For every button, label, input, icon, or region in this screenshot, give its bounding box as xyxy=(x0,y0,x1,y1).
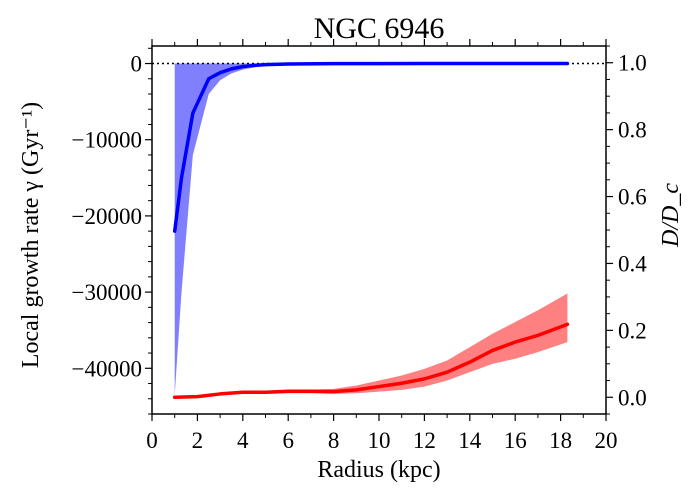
y-left-tick-label: 0 xyxy=(131,52,143,77)
y-right-tick-label: 1.0 xyxy=(618,51,647,76)
x-tick-label: 14 xyxy=(458,428,482,453)
y-right-tick-label: 0.6 xyxy=(618,185,647,210)
x-tick-label: 16 xyxy=(504,428,527,453)
x-tick-label: 0 xyxy=(146,428,158,453)
y-left-tick-label: −30000 xyxy=(72,280,142,305)
plot-frame xyxy=(151,45,607,415)
y-right-tick-label: 0.0 xyxy=(618,385,647,410)
series-1-uncertainty-band xyxy=(174,293,568,398)
y-right-tick-label: 0.4 xyxy=(618,251,647,276)
plot-area: 0 2 4 6 8 10 12 14 16 18 20 0 −10000 −20000 −30000 −400… xyxy=(72,39,647,453)
y-left-tick-label: −10000 xyxy=(72,128,142,153)
x-tick-label: 4 xyxy=(237,428,249,453)
x-axis-label: Radius (kpc) xyxy=(317,457,440,483)
x-tick-label: 2 xyxy=(192,428,204,453)
y-right-tick-label: 0.2 xyxy=(618,318,647,343)
y-left-tick-label: −40000 xyxy=(72,356,142,381)
y-right-tick-label: 0.8 xyxy=(618,118,647,143)
x-tick-label: 20 xyxy=(595,428,618,453)
x-tick-label: 12 xyxy=(413,428,436,453)
x-tick-label: 18 xyxy=(549,428,572,453)
series-0-line xyxy=(172,61,570,233)
series-1-line xyxy=(172,322,570,400)
x-tick-label: 10 xyxy=(368,428,391,453)
x-tick-label: 8 xyxy=(328,428,340,453)
y-axis-right-label: D/D_c xyxy=(658,183,684,248)
y-left-tick-label: −20000 xyxy=(72,204,142,229)
x-tick-label: 6 xyxy=(282,428,294,453)
y-axis-left-label: Local growth rate γ (Gyr⁻¹) xyxy=(18,102,44,368)
